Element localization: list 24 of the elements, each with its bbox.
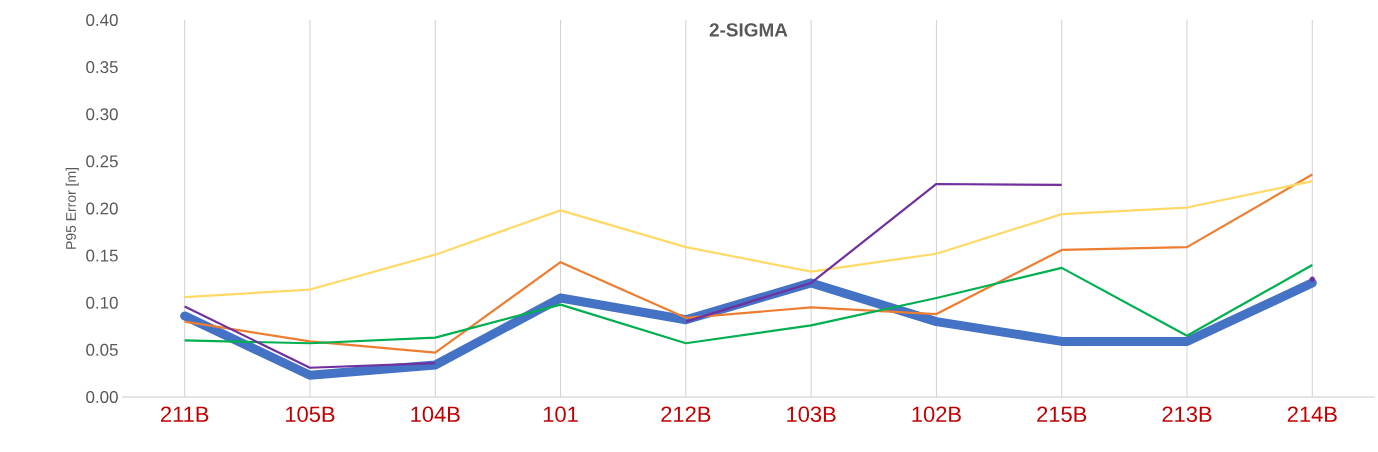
y-tick-label: 0.25 (86, 155, 118, 168)
y-tick-label: 0.05 (86, 343, 118, 356)
x-tick-label: 211B (160, 406, 209, 422)
line-series (183, 173, 1314, 354)
x-tick-label: 214B (1287, 406, 1337, 422)
chart-title: 2-SIGMA (709, 23, 788, 37)
y-tick-label: 0.40 (86, 13, 118, 26)
x-tick-label: 215B (1037, 406, 1087, 423)
y-tick-label: 0.10 (86, 296, 118, 309)
y-tick-label: 0.20 (86, 202, 118, 215)
y-tick-label: 0.35 (86, 61, 118, 74)
y-axis-title: P95 Error [m] (65, 168, 79, 249)
y-tick-label: 0.30 (86, 108, 118, 121)
x-tick-label: 103B (787, 406, 836, 423)
line-series (183, 180, 1314, 299)
y-tick-label: 0.15 (86, 249, 118, 262)
x-tick-label: 105B (286, 406, 335, 423)
x-tick-label: 104B (411, 406, 460, 423)
line-series (183, 263, 1314, 345)
x-tick-label: 102B (912, 406, 961, 423)
x-tick-label: 101 (543, 406, 578, 423)
x-tick-label: 213B (1162, 406, 1212, 423)
x-tick-label: 212B (661, 406, 711, 422)
y-tick-label: 0.00 (86, 390, 118, 403)
